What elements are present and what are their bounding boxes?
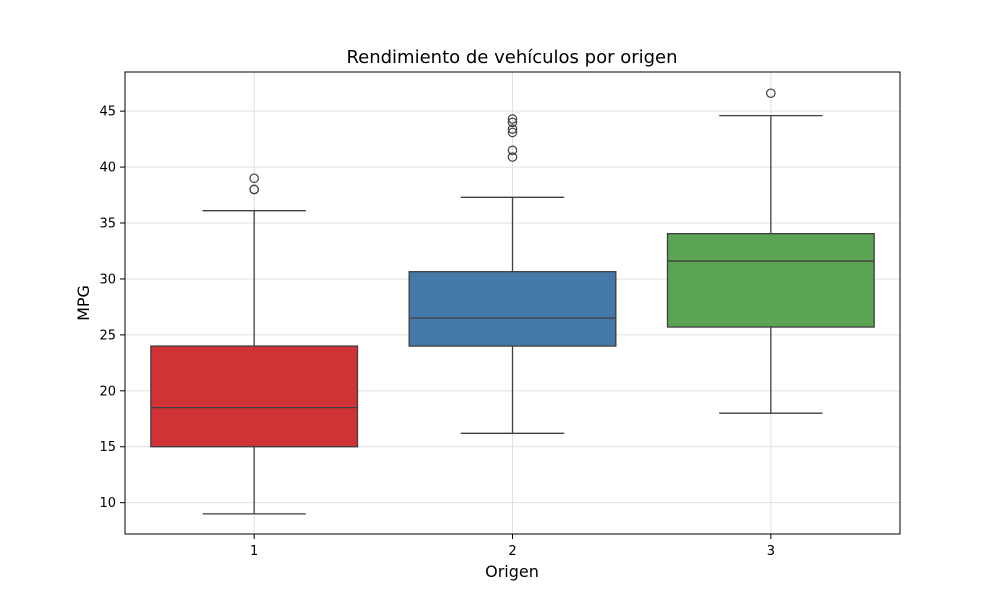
box-group-origin-3 [666, 88, 875, 414]
y-tick-label: 30 [99, 272, 116, 287]
x-tick-label: 2 [508, 544, 516, 559]
y-tick-label: 20 [99, 384, 116, 399]
y-tick-label: 25 [99, 328, 116, 343]
box-group-origin-1 [150, 173, 359, 515]
outlier-point [249, 173, 259, 184]
outlier-point [766, 88, 776, 99]
y-tick-label: 45 [99, 105, 116, 120]
y-tick-label: 40 [99, 161, 116, 176]
box-group-origin-2 [408, 114, 617, 434]
outlier-point [507, 124, 518, 134]
axis-ticks: 10 15 20 25 30 35 40 45 1 2 3 [99, 105, 775, 559]
y-tick-label: 35 [99, 217, 116, 232]
iqr-box [150, 345, 359, 448]
x-axis-label: Origen [485, 562, 539, 581]
outlier-point [507, 145, 518, 156]
y-tick-label: 10 [99, 496, 116, 511]
x-tick-label: 1 [250, 544, 258, 559]
outlier-point [507, 152, 518, 162]
outlier-point [507, 127, 518, 138]
y-tick-label: 15 [99, 440, 116, 455]
outlier-point [507, 114, 518, 124]
y-axis-label: MPG [74, 285, 93, 321]
outlier-point [249, 184, 259, 195]
iqr-box [408, 271, 617, 347]
outlier-point [507, 117, 518, 128]
x-tick-label: 3 [767, 544, 775, 559]
iqr-box [666, 232, 875, 328]
boxes [150, 88, 875, 515]
chart-title: Rendimiento de vehículos por origen [346, 47, 677, 68]
